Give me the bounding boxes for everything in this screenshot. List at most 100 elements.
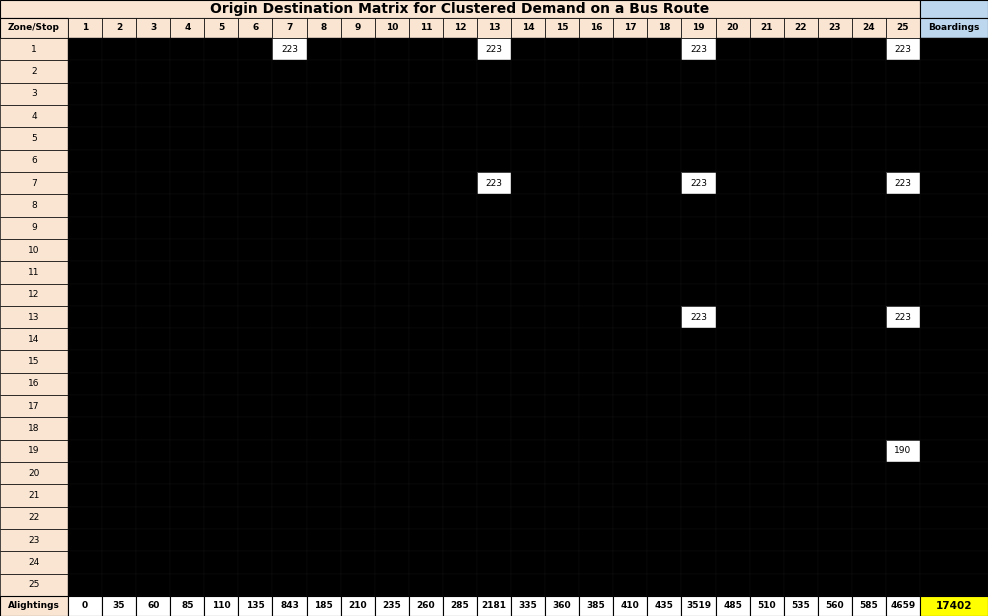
Text: 223: 223 xyxy=(485,45,503,54)
Bar xyxy=(545,261,579,283)
Bar xyxy=(205,261,238,283)
Text: 24: 24 xyxy=(29,558,40,567)
Bar xyxy=(920,261,988,283)
Bar xyxy=(579,105,614,128)
Bar xyxy=(818,551,852,573)
Bar xyxy=(750,261,783,283)
Bar xyxy=(818,283,852,306)
Bar xyxy=(68,150,102,172)
Text: 385: 385 xyxy=(587,601,606,610)
Text: 16: 16 xyxy=(29,379,40,389)
Bar xyxy=(341,573,374,596)
Bar xyxy=(374,529,409,551)
Bar xyxy=(273,573,306,596)
Bar xyxy=(136,217,170,239)
Text: 9: 9 xyxy=(32,223,37,232)
Bar xyxy=(783,306,818,328)
Bar xyxy=(750,351,783,373)
Bar xyxy=(273,306,306,328)
Bar xyxy=(170,306,205,328)
Bar xyxy=(852,529,886,551)
Bar xyxy=(443,529,477,551)
Bar xyxy=(374,18,409,38)
Bar xyxy=(852,418,886,440)
Bar xyxy=(920,373,988,395)
Bar xyxy=(852,440,886,462)
Bar xyxy=(477,239,511,261)
Bar xyxy=(0,239,68,261)
Bar xyxy=(170,18,205,38)
Bar xyxy=(614,573,647,596)
Bar xyxy=(715,150,750,172)
Bar xyxy=(579,128,614,150)
Bar xyxy=(170,484,205,507)
Bar xyxy=(818,351,852,373)
Bar xyxy=(511,150,545,172)
Bar xyxy=(170,551,205,573)
Bar xyxy=(477,105,511,128)
Bar xyxy=(477,18,511,38)
Bar xyxy=(579,529,614,551)
Bar xyxy=(783,484,818,507)
Bar xyxy=(306,239,341,261)
Bar xyxy=(511,395,545,418)
Bar xyxy=(102,551,136,573)
Bar xyxy=(102,573,136,596)
Text: 20: 20 xyxy=(29,469,40,478)
Text: 2181: 2181 xyxy=(481,601,507,610)
Bar xyxy=(647,60,682,83)
Bar xyxy=(273,418,306,440)
Bar xyxy=(306,529,341,551)
Bar xyxy=(409,128,443,150)
Bar xyxy=(374,373,409,395)
Text: 16: 16 xyxy=(590,23,603,33)
Bar xyxy=(102,484,136,507)
Bar xyxy=(136,283,170,306)
Bar xyxy=(579,306,614,328)
Bar xyxy=(0,150,68,172)
Bar xyxy=(682,194,715,217)
Bar xyxy=(579,172,614,194)
Bar xyxy=(920,38,988,60)
Bar xyxy=(306,150,341,172)
Bar xyxy=(409,507,443,529)
Bar xyxy=(205,83,238,105)
Bar xyxy=(614,83,647,105)
Bar xyxy=(682,128,715,150)
Bar xyxy=(102,529,136,551)
Bar xyxy=(579,60,614,83)
Bar xyxy=(170,217,205,239)
Bar xyxy=(614,194,647,217)
Bar xyxy=(409,38,443,60)
Bar xyxy=(511,172,545,194)
Bar xyxy=(545,440,579,462)
Bar xyxy=(852,128,886,150)
Bar xyxy=(136,573,170,596)
Text: 35: 35 xyxy=(113,601,125,610)
Bar xyxy=(614,462,647,484)
Bar xyxy=(886,551,920,573)
Bar xyxy=(783,172,818,194)
Text: 20: 20 xyxy=(726,23,739,33)
Bar xyxy=(682,150,715,172)
Bar xyxy=(341,551,374,573)
Text: 4: 4 xyxy=(32,111,37,121)
Bar xyxy=(238,239,273,261)
Bar xyxy=(545,18,579,38)
Bar xyxy=(68,596,102,616)
Bar xyxy=(545,217,579,239)
Bar xyxy=(0,373,68,395)
Bar xyxy=(477,573,511,596)
Bar xyxy=(545,128,579,150)
Text: 17: 17 xyxy=(29,402,40,411)
Bar xyxy=(545,551,579,573)
Bar xyxy=(715,484,750,507)
Bar xyxy=(238,105,273,128)
Bar xyxy=(273,283,306,306)
Bar xyxy=(273,596,306,616)
Bar xyxy=(238,283,273,306)
Bar xyxy=(647,38,682,60)
Bar xyxy=(306,83,341,105)
Bar xyxy=(341,328,374,351)
Bar xyxy=(341,239,374,261)
